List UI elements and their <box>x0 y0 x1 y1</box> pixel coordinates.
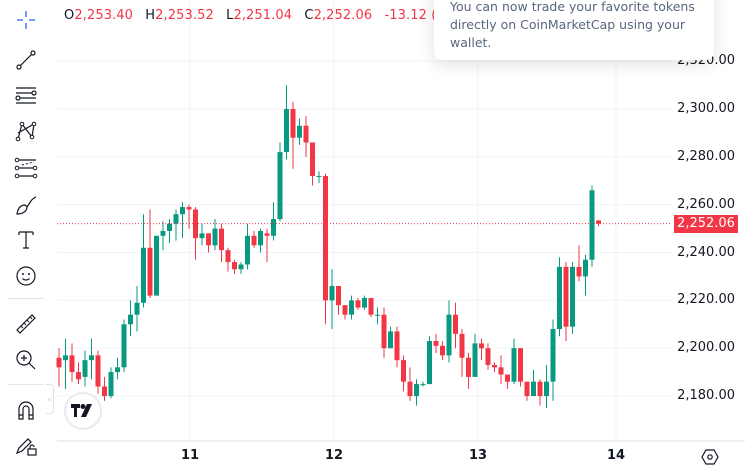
tooltip-line-2: directly on CoinMarketCap using your <box>450 17 686 32</box>
toolbar-divider <box>8 384 44 385</box>
fib-tool[interactable] <box>10 152 42 184</box>
toolbar-divider <box>8 298 44 299</box>
text-icon <box>18 231 34 249</box>
price-tick-label: 2,260.00 <box>677 196 735 212</box>
price-tick-label: 2,180.00 <box>677 388 735 404</box>
zoom-in-icon <box>16 350 36 370</box>
close-label: C <box>304 8 314 23</box>
horizontal-lines-tool[interactable] <box>10 79 42 111</box>
high-value: 2,253.52 <box>155 8 214 23</box>
price-tick-label: 2,220.00 <box>677 292 735 308</box>
crosshair-tool[interactable] <box>10 4 42 36</box>
time-tick-label: 11 <box>180 448 200 463</box>
open-value: 2,253.40 <box>74 8 134 23</box>
price-tick-label: 2,300.00 <box>677 101 735 116</box>
fib-icon <box>14 157 38 179</box>
current-price-tag: 2,252.06 <box>674 214 738 233</box>
text-tool[interactable] <box>10 224 42 256</box>
time-tick-label: 12 <box>324 448 344 463</box>
trade-promo-tooltip: You can now trade your favorite tokens d… <box>434 0 714 60</box>
pattern-icon <box>15 121 37 142</box>
zoom-in-tool[interactable] <box>10 344 42 376</box>
pattern-tool[interactable] <box>10 115 42 147</box>
lock-drawing-icon <box>15 438 37 456</box>
chart-settings-button[interactable] <box>700 447 720 467</box>
ruler-tool[interactable] <box>10 308 42 340</box>
time-tick-label: 14 <box>606 448 626 463</box>
time-tick-label: 13 <box>468 448 488 463</box>
close-value: 2,252.06 <box>313 8 373 23</box>
settings-hex-icon <box>701 449 719 465</box>
drawing-toolbar: ‹ <box>0 0 54 470</box>
high-label: H <box>145 8 156 23</box>
price-tick-label: 2,240.00 <box>677 244 735 260</box>
brush-tool[interactable] <box>10 189 42 221</box>
open-label: O <box>64 8 75 23</box>
price-tick-label: 2,200.00 <box>677 340 735 356</box>
trend-line-tool[interactable] <box>10 44 42 76</box>
brush-icon <box>16 196 37 215</box>
low-value: 2,251.04 <box>233 8 293 23</box>
price-tick-label: 2,280.00 <box>677 148 735 164</box>
lock-drawing-tool[interactable] <box>10 430 42 462</box>
tradingview-logo-icon <box>71 404 92 417</box>
ohlc-legend: O2,253.40 H2,253.52 L2,251.04 C2,252.06 … <box>64 8 468 23</box>
ruler-icon <box>16 314 36 334</box>
horizontal-lines-icon <box>15 87 37 104</box>
crosshair-icon <box>17 11 35 29</box>
tooltip-line-1: You can now trade your favorite tokens <box>450 0 695 14</box>
tooltip-line-3: wallet. <box>450 35 492 50</box>
magnet-tool[interactable] <box>10 394 42 426</box>
emoji-tool[interactable] <box>10 260 42 292</box>
collapse-toolbar-button[interactable]: ‹ <box>46 384 54 414</box>
tradingview-logo[interactable] <box>64 392 102 430</box>
emoji-icon <box>16 266 36 286</box>
trend-line-icon <box>16 50 36 70</box>
low-label: L <box>226 8 234 23</box>
magnet-icon <box>18 401 34 420</box>
